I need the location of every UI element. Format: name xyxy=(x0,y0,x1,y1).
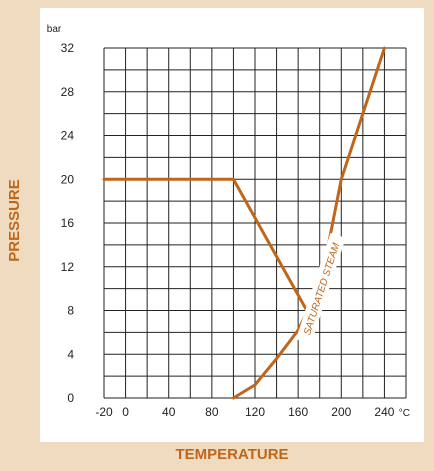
x-axis-unit: °C xyxy=(399,408,410,419)
y-axis-label: PRESSURE xyxy=(2,160,26,280)
x-tick-label: 160 xyxy=(288,405,308,419)
x-tick-label: 0 xyxy=(122,405,129,419)
annotation-background xyxy=(295,232,346,345)
x-tick-label: 80 xyxy=(205,405,219,419)
y-axis-unit: bar xyxy=(47,24,62,35)
grid xyxy=(103,47,407,399)
y-axis-label-text: PRESSURE xyxy=(5,178,23,262)
series-line-limit xyxy=(102,177,309,312)
y-tick-label: 12 xyxy=(61,260,75,274)
y-tick-label: 0 xyxy=(67,391,74,405)
y-tick-label: 32 xyxy=(61,41,75,55)
chart-panel: -20 0 40 80 120 160 200 240 0 4 8 12 16 20 24 28 32 bar °… xyxy=(40,8,424,442)
x-tick-label: 120 xyxy=(245,405,265,419)
x-tick-label: 240 xyxy=(374,405,394,419)
y-tick-label: 28 xyxy=(61,85,75,99)
chart-svg: -20 0 40 80 120 160 200 240 0 4 8 12 16 20 24 28 32 bar °… xyxy=(47,24,410,419)
x-tick-label: -20 xyxy=(95,405,113,419)
y-tick-label: 8 xyxy=(67,304,74,318)
y-tick-label: 4 xyxy=(67,347,74,361)
y-tick-label: 16 xyxy=(61,216,75,230)
axis-units: bar °C xyxy=(47,24,410,419)
tick-labels: -20 0 40 80 120 160 200 240 0 4 8 12 16 20 24 28 32 xyxy=(61,41,395,419)
x-axis-label: TEMPERATURE xyxy=(175,446,289,463)
x-tick-label: 40 xyxy=(162,405,176,419)
y-tick-label: 24 xyxy=(61,129,75,143)
y-tick-label: 20 xyxy=(61,172,75,186)
x-tick-label: 200 xyxy=(331,405,351,419)
